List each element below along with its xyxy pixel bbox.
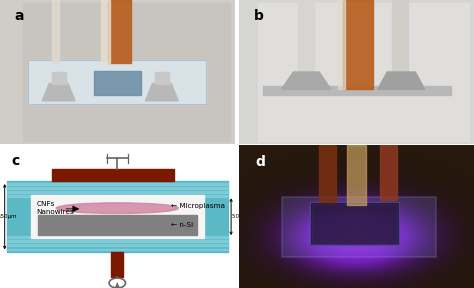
Bar bbox=[343, 0, 373, 89]
Bar bbox=[52, 0, 59, 63]
Bar bbox=[94, 71, 141, 95]
Bar bbox=[392, 0, 408, 84]
Text: c: c bbox=[12, 154, 20, 168]
Bar bbox=[7, 187, 228, 189]
Text: CNFs
Nanowires: CNFs Nanowires bbox=[36, 201, 74, 215]
Bar bbox=[155, 72, 169, 84]
Bar bbox=[298, 0, 314, 84]
Bar bbox=[30, 195, 204, 238]
Bar bbox=[101, 0, 110, 63]
Text: ← Microplasma: ← Microplasma bbox=[171, 203, 225, 209]
Bar bbox=[7, 240, 228, 242]
Bar bbox=[7, 183, 228, 185]
Bar bbox=[7, 249, 228, 250]
Polygon shape bbox=[378, 72, 425, 89]
Bar bbox=[28, 60, 207, 104]
Text: ← n-Si: ← n-Si bbox=[171, 222, 193, 228]
Text: d: d bbox=[256, 156, 265, 169]
Bar bbox=[52, 169, 173, 181]
Bar bbox=[108, 0, 131, 63]
Bar bbox=[319, 145, 336, 202]
Bar bbox=[111, 252, 123, 276]
Text: a: a bbox=[14, 9, 24, 23]
Text: 150μm: 150μm bbox=[0, 214, 17, 219]
Bar bbox=[52, 72, 66, 84]
Bar bbox=[7, 236, 228, 238]
Text: 500 μm: 500 μm bbox=[232, 214, 254, 219]
Bar bbox=[23, 3, 230, 141]
Bar bbox=[7, 191, 228, 193]
Bar bbox=[7, 245, 228, 246]
Bar bbox=[7, 181, 228, 252]
Bar bbox=[312, 204, 397, 244]
Bar bbox=[347, 145, 366, 205]
Bar bbox=[7, 195, 228, 197]
Bar bbox=[282, 197, 437, 257]
Ellipse shape bbox=[56, 203, 178, 213]
Text: b: b bbox=[254, 9, 264, 23]
Polygon shape bbox=[282, 72, 331, 89]
Bar bbox=[380, 145, 397, 200]
Bar bbox=[263, 86, 450, 95]
Polygon shape bbox=[146, 84, 178, 101]
Bar bbox=[310, 202, 399, 245]
Polygon shape bbox=[42, 84, 75, 101]
Circle shape bbox=[109, 278, 126, 288]
Bar bbox=[28, 60, 207, 104]
Bar bbox=[338, 0, 345, 89]
Bar bbox=[37, 215, 197, 235]
